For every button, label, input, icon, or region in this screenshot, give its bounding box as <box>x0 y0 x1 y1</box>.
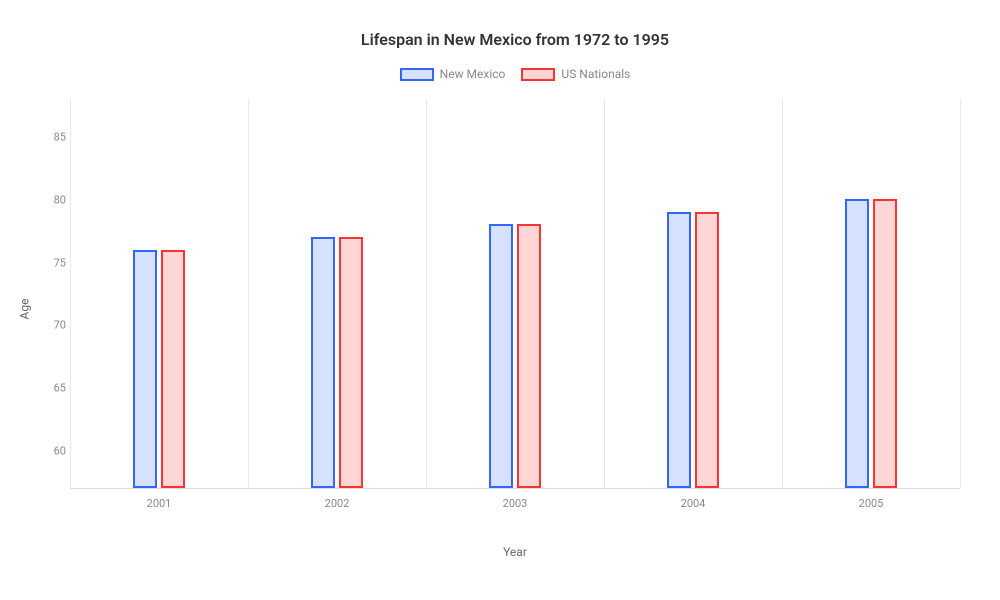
y-tick-label: 75 <box>32 256 66 269</box>
y-axis: 60 65 70 75 80 85 <box>32 99 66 489</box>
bar-group <box>133 99 185 488</box>
plot-area <box>70 99 960 489</box>
grid-line <box>782 99 783 488</box>
grid-line <box>426 99 427 488</box>
bars-layer <box>70 99 960 488</box>
bar-group <box>667 99 719 488</box>
legend-label: US Nationals <box>561 67 630 81</box>
x-tick-label: 2005 <box>859 497 884 510</box>
x-axis-label: Year <box>503 545 527 559</box>
legend-item-new-mexico: New Mexico <box>400 67 506 81</box>
y-tick-label: 60 <box>32 445 66 458</box>
bar-group <box>845 99 897 488</box>
grid-line <box>248 99 249 488</box>
bar <box>161 250 185 488</box>
bar <box>667 212 691 488</box>
bar <box>489 224 513 488</box>
y-tick-label: 80 <box>32 193 66 206</box>
bar <box>517 224 541 488</box>
bar <box>845 199 869 488</box>
plot-wrapper: Age 606570758085 20012002200320042005 Ye… <box>70 99 960 519</box>
bar <box>339 237 363 488</box>
grid-line <box>70 99 71 488</box>
bar <box>311 237 335 488</box>
x-tick-label: 2004 <box>681 497 706 510</box>
legend-item-us-nationals: US Nationals <box>521 67 630 81</box>
chart-container: Lifespan in New Mexico from 1972 to 1995… <box>0 0 1000 600</box>
legend-swatch-us-nationals <box>521 68 555 81</box>
legend-label: New Mexico <box>440 67 506 81</box>
legend: New Mexico US Nationals <box>70 67 960 81</box>
x-tick-label: 2003 <box>503 497 528 510</box>
y-tick-label: 70 <box>32 319 66 332</box>
bar <box>695 212 719 488</box>
grid-line <box>604 99 605 488</box>
bar-group <box>311 99 363 488</box>
y-tick-label: 65 <box>32 382 66 395</box>
legend-swatch-new-mexico <box>400 68 434 81</box>
bar-group <box>489 99 541 488</box>
x-tick-label: 2001 <box>147 497 172 510</box>
chart-title: Lifespan in New Mexico from 1972 to 1995 <box>70 30 960 49</box>
y-tick-label: 85 <box>32 130 66 143</box>
y-axis-label: Age <box>17 299 31 320</box>
bar <box>873 199 897 488</box>
bar <box>133 250 157 488</box>
x-tick-label: 2002 <box>325 497 350 510</box>
x-axis-ticks: 2001 2002 2003 2004 2005 <box>70 489 960 519</box>
grid-line <box>960 99 961 488</box>
